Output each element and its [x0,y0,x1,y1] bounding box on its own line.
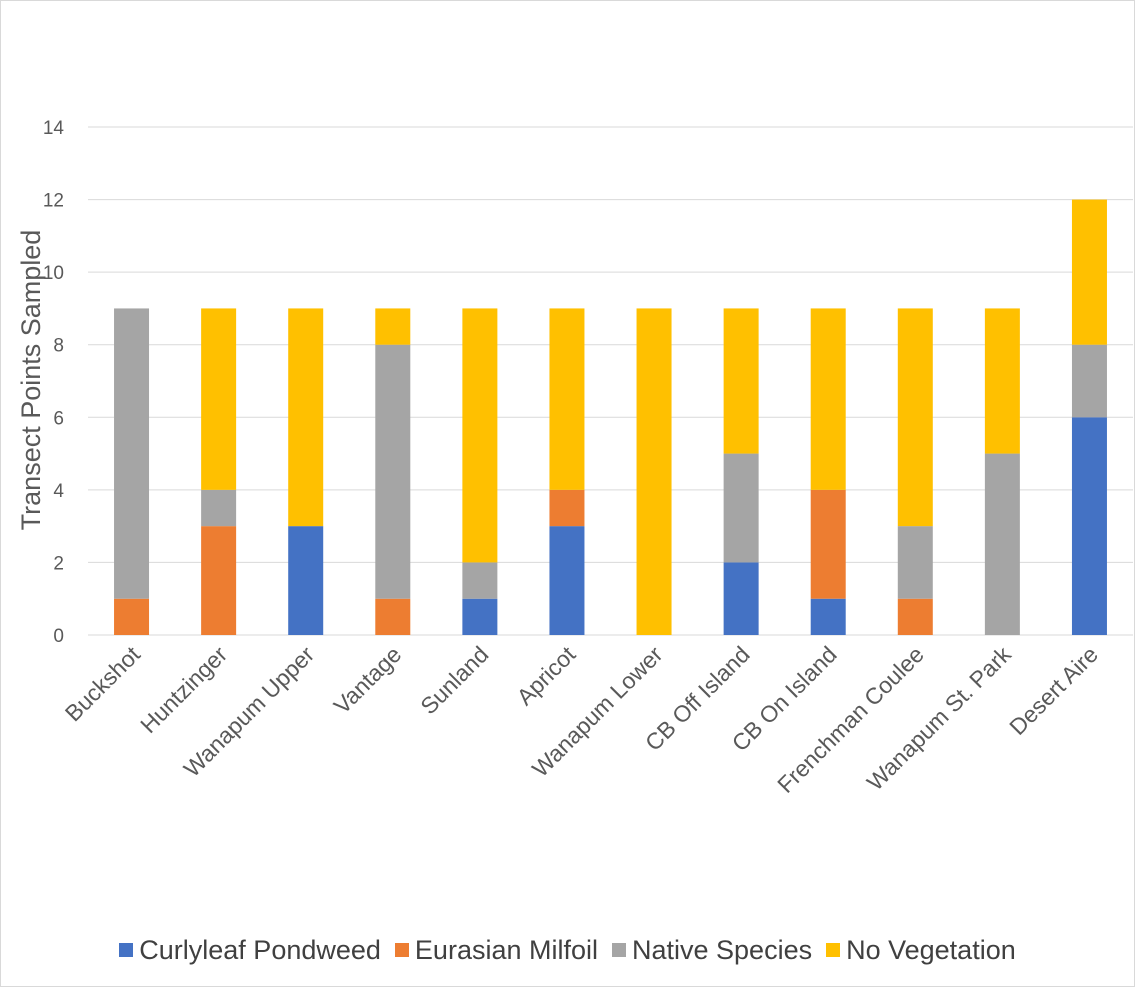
bar-segment-eurasian-milfoil [810,489,846,599]
x-tick-label: Desert Aire [1004,641,1103,740]
bar-segment-native-species [201,489,237,527]
bar-segment-curlyleaf-pondweed [723,562,759,635]
bar-segment-no-vegetation [897,308,933,527]
legend-item: Eurasian Milfoil [394,934,598,966]
y-tick-label: 6 [53,408,64,429]
bar-segment-eurasian-milfoil [375,598,411,635]
bar-segment-no-vegetation [201,308,237,490]
bar-segment-native-species [462,562,498,599]
bar-segment-no-vegetation [723,308,759,454]
bar-segment-native-species [1071,344,1107,418]
x-tick-label: Apricot [511,641,580,710]
legend-swatch [826,943,841,957]
bar-segment-native-species [114,308,150,599]
legend-swatch [394,943,409,957]
y-tick-label: 12 [43,191,64,212]
y-tick-label: 8 [53,336,64,357]
bar-segment-no-vegetation [1071,199,1107,345]
bar-segment-no-vegetation [810,308,846,490]
legend-label: Eurasian Milfoil [414,934,598,965]
bar-segment-no-vegetation [288,308,324,527]
x-tick-label: Frenchman Coulee [772,641,929,798]
bar-segment-eurasian-milfoil [201,526,237,635]
y-tick-label: 14 [43,118,65,139]
bar-segment-curlyleaf-pondweed [462,598,498,635]
bar-segment-eurasian-milfoil [897,598,933,635]
y-tick-label: 0 [53,626,64,647]
x-tick-label: Buckshot [60,641,146,727]
y-tick-label: 2 [53,553,64,574]
y-axis-title: Transect Points Sampled [16,230,46,531]
x-tick-label: Vantage [329,641,407,719]
bar-segment-curlyleaf-pondweed [288,526,324,635]
legend-item: Native Species [612,935,812,966]
bars [114,199,1107,635]
y-tick-label: 10 [43,263,64,284]
legend-label: Curlyleaf Pondweed [139,934,381,965]
y-tick-label: 4 [53,481,64,502]
bar-segment-no-vegetation [549,308,585,490]
legend-label: No Vegetation [846,934,1016,965]
bar-segment-eurasian-milfoil [549,489,585,527]
bar-segment-curlyleaf-pondweed [810,598,846,635]
legend-swatch [612,943,626,957]
bar-segment-eurasian-milfoil [114,598,150,635]
bar-segment-no-vegetation [375,308,411,345]
legend-swatch [119,943,134,957]
y-axis-ticks: 0 2 4 6 8 10 12 14 [43,118,65,647]
bar-segment-no-vegetation [636,308,672,635]
legend-label: Native Species [632,934,813,965]
bar-segment-native-species [984,453,1020,635]
bar-segment-native-species [723,453,759,563]
x-tick-label: Sunland [415,641,493,719]
bar-segment-curlyleaf-pondweed [1071,417,1107,635]
bar-segment-no-vegetation [462,308,498,563]
bar-segment-curlyleaf-pondweed [549,526,585,635]
legend-item: Curlyleaf Pondweed [119,935,381,966]
bar-segment-no-vegetation [984,308,1020,454]
legend-item: No Vegetation [826,935,1016,966]
bar-segment-native-species [897,526,933,599]
x-tick-label: Wanapum St. Park [862,641,1017,796]
bar-segment-native-species [375,344,411,599]
legend: Curlyleaf Pondweed Eurasian Milfoil Native… [0,925,1135,975]
gridlines [88,126,1133,636]
